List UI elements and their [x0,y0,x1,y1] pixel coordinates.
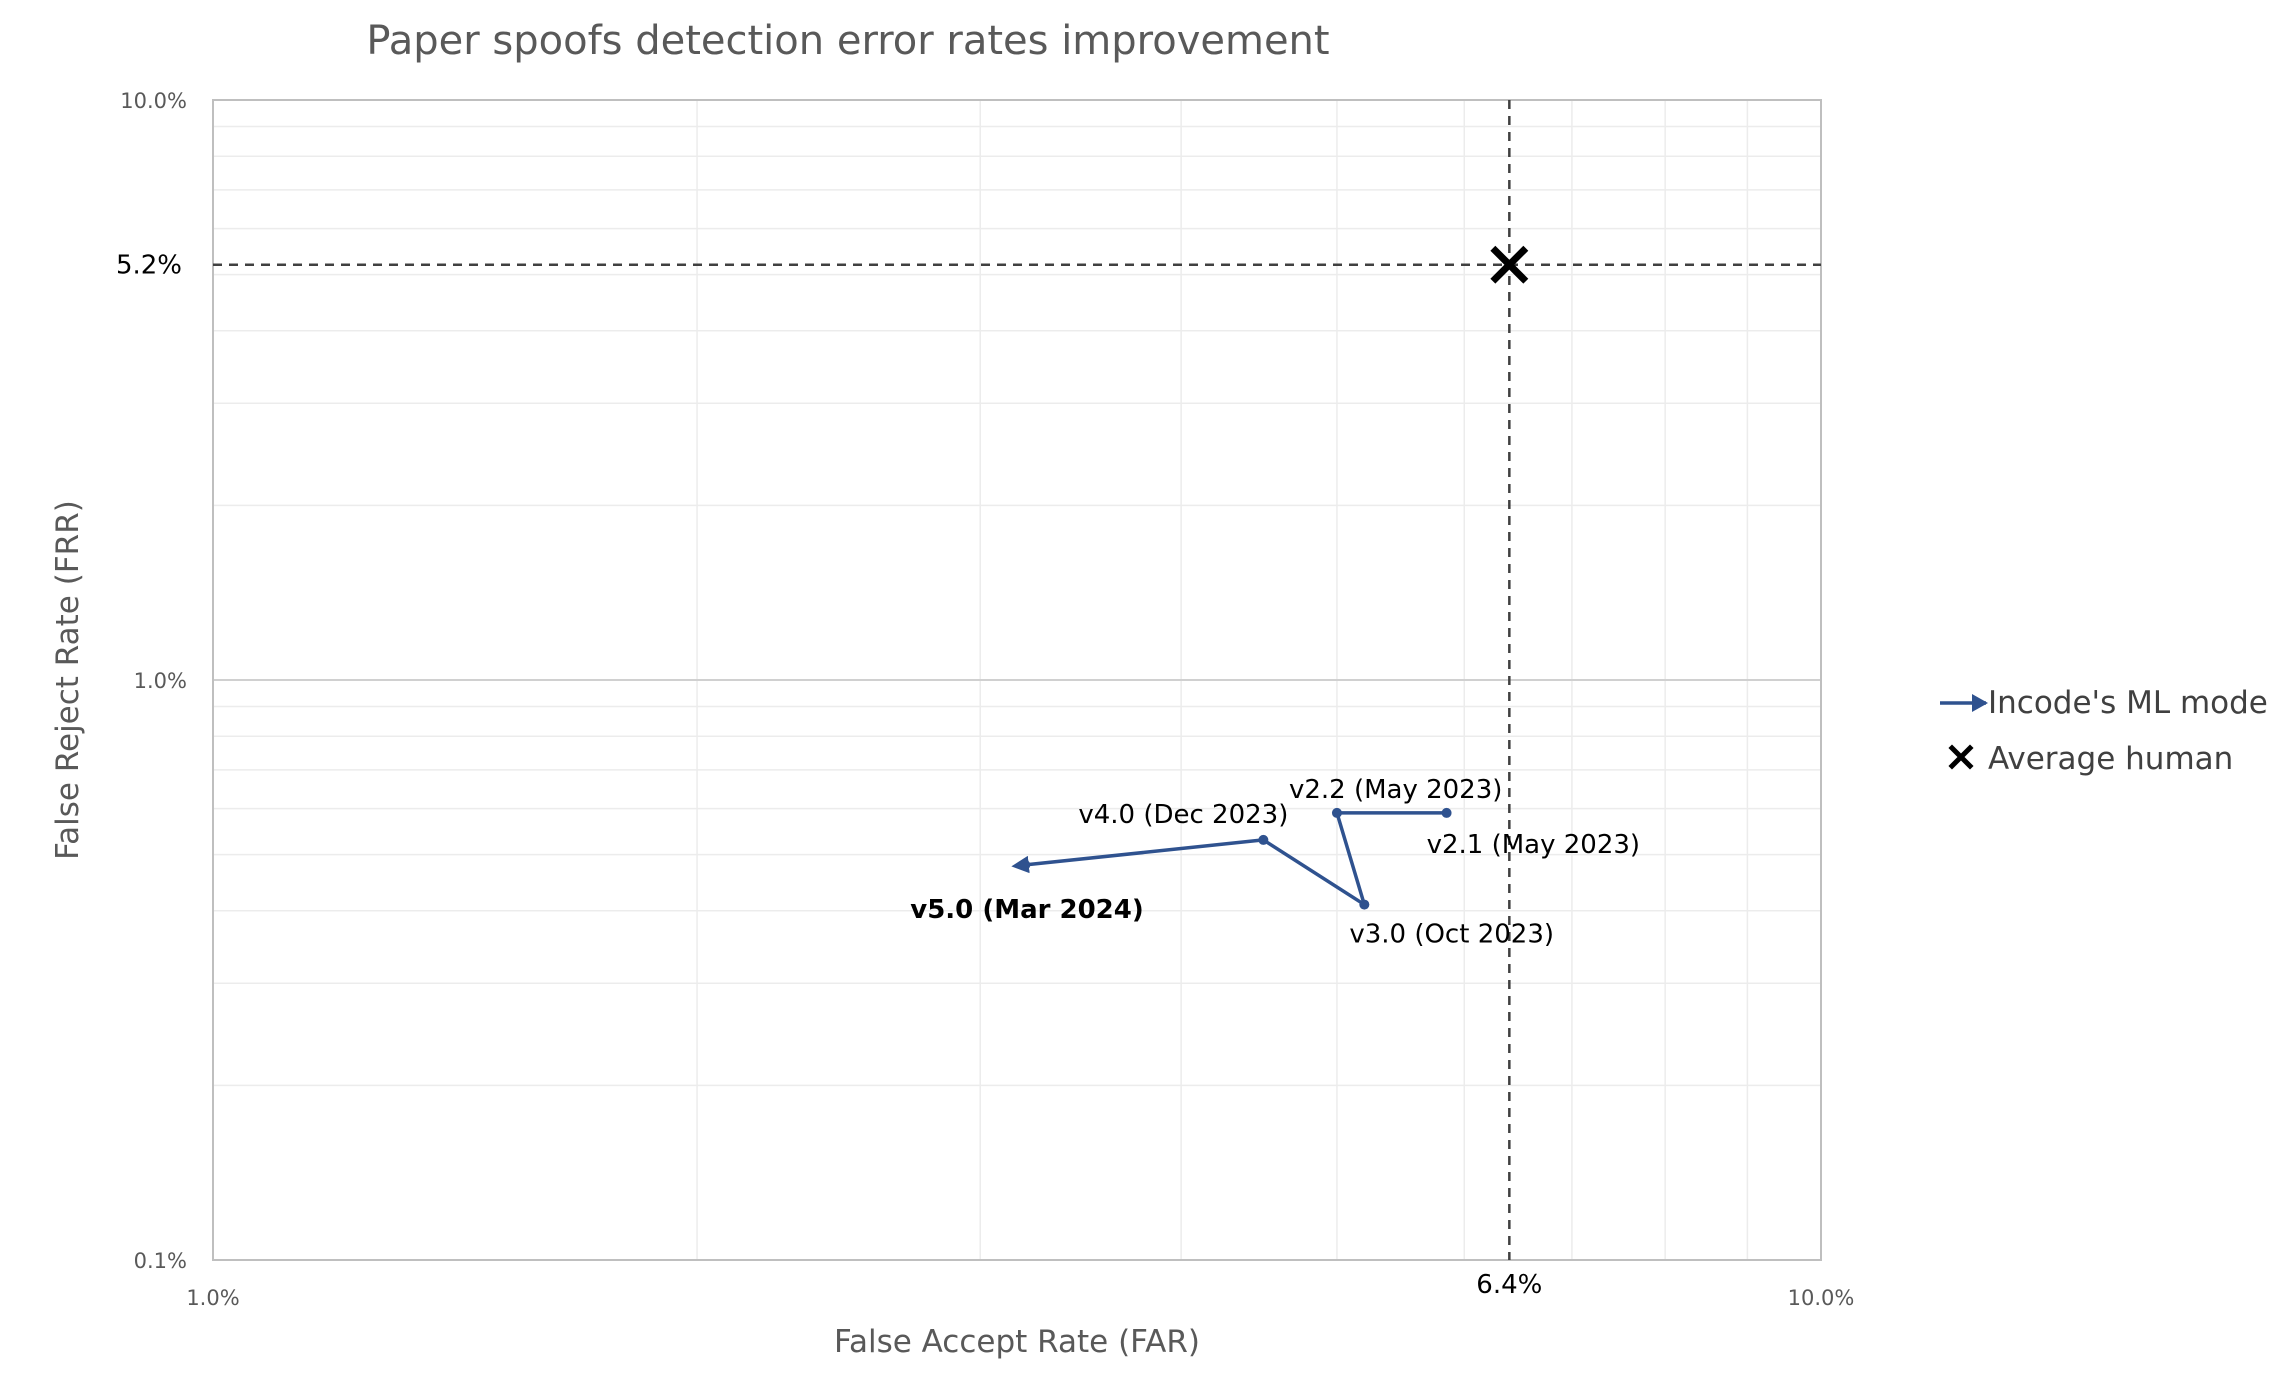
y-tick-label-mid: 1.0% [134,669,187,693]
series-model-point-label: v2.2 (May 2023) [1289,775,1502,805]
legend-item-model: Incode's ML model [1940,685,2270,721]
reference-label-x: 6.4% [1476,1270,1542,1300]
axis-tick-labels: 1.0% 10.0% 10.0% 1.0% 0.1% [120,89,1854,1310]
series-model-point [1258,834,1269,845]
reference-label-y: 5.2% [116,251,182,281]
legend-model-arrow [1972,694,1988,712]
plot-area-border [212,99,1822,1261]
series-model-point [1331,807,1342,818]
series-model-point-label: v2.1 (May 2023) [1427,830,1640,860]
data-marks: v2.1 (May 2023) v2.2 (May 2023) v3.0 (Oct … [910,245,1640,950]
legend: Incode's ML model Average human [1940,685,2270,777]
x-axis-title: False Accept Rate (FAR) [834,1324,1200,1360]
legend-label-human: Average human [1988,741,2233,777]
series-model-point-label: v5.0 (Mar 2024) [910,895,1143,925]
series-model-point [1359,899,1370,910]
series-model-point [1441,807,1452,818]
series-model-point [1020,859,1031,870]
legend-human-x-icon [1948,744,1974,770]
chart-title: Paper spoofs detection error rates impro… [366,18,1329,64]
x-tick-label-max: 10.0% [1788,1286,1855,1310]
y-tick-label-max: 10.0% [120,89,187,113]
series-model-point-label: v3.0 (Oct 2023) [1349,920,1554,950]
x-tick-label-min: 1.0% [186,1286,239,1310]
grid-lines [213,100,1821,1260]
series-human-point [1490,245,1529,284]
reference-lines: 6.4% 5.2% [116,100,1821,1300]
y-axis-title: False Reject Rate (FRR) [50,500,86,860]
legend-label-model: Incode's ML model [1988,685,2270,721]
series-model-point-label: v4.0 (Dec 2023) [1078,800,1288,830]
y-tick-label-min: 0.1% [134,1249,187,1273]
legend-item-human: Average human [1948,741,2233,777]
